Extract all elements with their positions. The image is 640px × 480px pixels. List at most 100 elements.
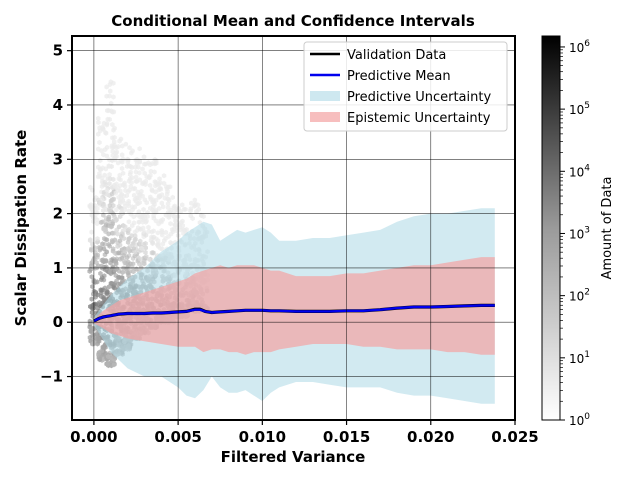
density-hexbin xyxy=(142,161,147,167)
legend-validation-label: Validation Data xyxy=(347,48,446,63)
density-hexbin xyxy=(97,356,103,362)
density-hexbin xyxy=(172,213,177,219)
density-hexbin xyxy=(146,224,151,230)
y-tick-label: −1 xyxy=(40,368,63,386)
density-hexbin xyxy=(133,178,139,184)
density-hexbin xyxy=(91,332,96,338)
density-hexbin xyxy=(148,205,153,211)
predictive-mean-line xyxy=(93,304,495,323)
density-hexbin xyxy=(112,134,117,141)
density-hexbin xyxy=(126,208,132,214)
density-hexbin xyxy=(127,145,132,151)
density-hexbin xyxy=(95,236,100,242)
density-hexbin xyxy=(116,203,122,210)
density-hexbin xyxy=(98,219,104,225)
density-hexbin xyxy=(194,208,199,215)
density-hexbin xyxy=(148,168,154,174)
density-hexbin xyxy=(117,213,123,220)
density-hexbin xyxy=(168,231,174,237)
density-hexbin xyxy=(143,240,148,247)
density-hexbin xyxy=(96,350,102,356)
density-hexbin xyxy=(156,244,161,250)
y-tick-label: 0 xyxy=(53,313,63,331)
y-axis: −1 0 1 2 3 4 5 xyxy=(40,42,72,386)
density-hexbin xyxy=(144,200,149,206)
density-hexbin xyxy=(106,231,111,237)
density-hexbin xyxy=(165,188,170,194)
x-tick-label: 0.025 xyxy=(491,428,538,446)
density-hexbin xyxy=(150,160,155,167)
density-hexbin xyxy=(90,187,95,193)
density-hexbin xyxy=(106,163,112,169)
density-hexbin xyxy=(104,121,110,127)
density-hexbin xyxy=(150,240,155,247)
density-hexbin xyxy=(157,205,162,212)
density-hexbin xyxy=(121,258,127,264)
density-hexbin xyxy=(95,205,100,212)
density-hexbin xyxy=(160,246,165,252)
epistemic-uncertainty-band xyxy=(93,257,495,355)
density-hexbin xyxy=(96,263,101,269)
density-hexbin xyxy=(126,203,131,209)
density-hexbin xyxy=(133,157,139,163)
density-hexbin xyxy=(107,208,112,214)
density-hexbin xyxy=(129,175,135,181)
density-hexbin xyxy=(142,257,147,264)
density-hexbin xyxy=(98,157,103,164)
density-hexbin xyxy=(101,203,107,209)
density-hexbin xyxy=(132,185,138,192)
density-hexbin xyxy=(105,116,110,122)
density-hexbin xyxy=(108,269,113,275)
density-hexbin xyxy=(106,216,111,222)
density-hexbin xyxy=(113,217,119,224)
density-hexbin xyxy=(100,124,105,130)
x-tick-label: 0.000 xyxy=(70,428,117,446)
density-hexbin xyxy=(96,119,101,125)
density-hexbin xyxy=(168,221,173,227)
density-hexbin xyxy=(91,305,96,311)
density-hexbin xyxy=(95,336,101,342)
density-hexbin xyxy=(105,191,110,197)
density-hexbin xyxy=(133,249,138,255)
density-hexbin xyxy=(109,224,114,230)
density-hexbin xyxy=(89,274,95,280)
density-hexbin xyxy=(117,256,123,262)
density-hexbin xyxy=(105,289,110,295)
density-hexbin xyxy=(96,131,101,137)
colorbar-label: Amount of Data xyxy=(600,177,615,280)
density-hexbin xyxy=(172,203,177,209)
density-hexbin xyxy=(147,256,152,263)
density-hexbin xyxy=(113,190,119,196)
density-hexbin xyxy=(99,275,105,281)
density-hexbin xyxy=(116,281,121,287)
density-hexbin xyxy=(101,246,107,252)
density-hexbin xyxy=(106,354,111,360)
x-tick-label: 0.020 xyxy=(407,428,454,446)
legend-epistemic-label: Epistemic Uncertainty xyxy=(347,111,491,126)
density-hexbin xyxy=(113,183,118,189)
density-hexbin xyxy=(138,256,143,262)
density-hexbin xyxy=(126,157,131,163)
density-hexbin xyxy=(122,224,128,230)
density-hexbin xyxy=(107,172,112,178)
density-hexbin xyxy=(133,164,138,170)
density-hexbin xyxy=(133,169,139,175)
legend-predictive-label: Predictive Uncertainty xyxy=(347,90,491,105)
density-hexbin xyxy=(110,122,115,128)
density-hexbin xyxy=(143,249,148,255)
density-hexbin xyxy=(124,192,130,199)
density-hexbin xyxy=(104,153,110,159)
density-hexbin xyxy=(178,208,183,214)
density-hexbin xyxy=(131,269,136,275)
density-hexbin xyxy=(100,344,106,351)
density-hexbin xyxy=(112,139,117,145)
density-hexbin xyxy=(121,252,126,259)
density-hexbin xyxy=(146,174,152,180)
x-tick-label: 0.005 xyxy=(154,428,201,446)
density-hexbin xyxy=(96,146,101,152)
density-hexbin xyxy=(105,108,110,114)
density-hexbin xyxy=(127,235,132,242)
density-hexbin xyxy=(111,230,117,236)
colorbar-tick-label: 100 xyxy=(569,412,590,428)
